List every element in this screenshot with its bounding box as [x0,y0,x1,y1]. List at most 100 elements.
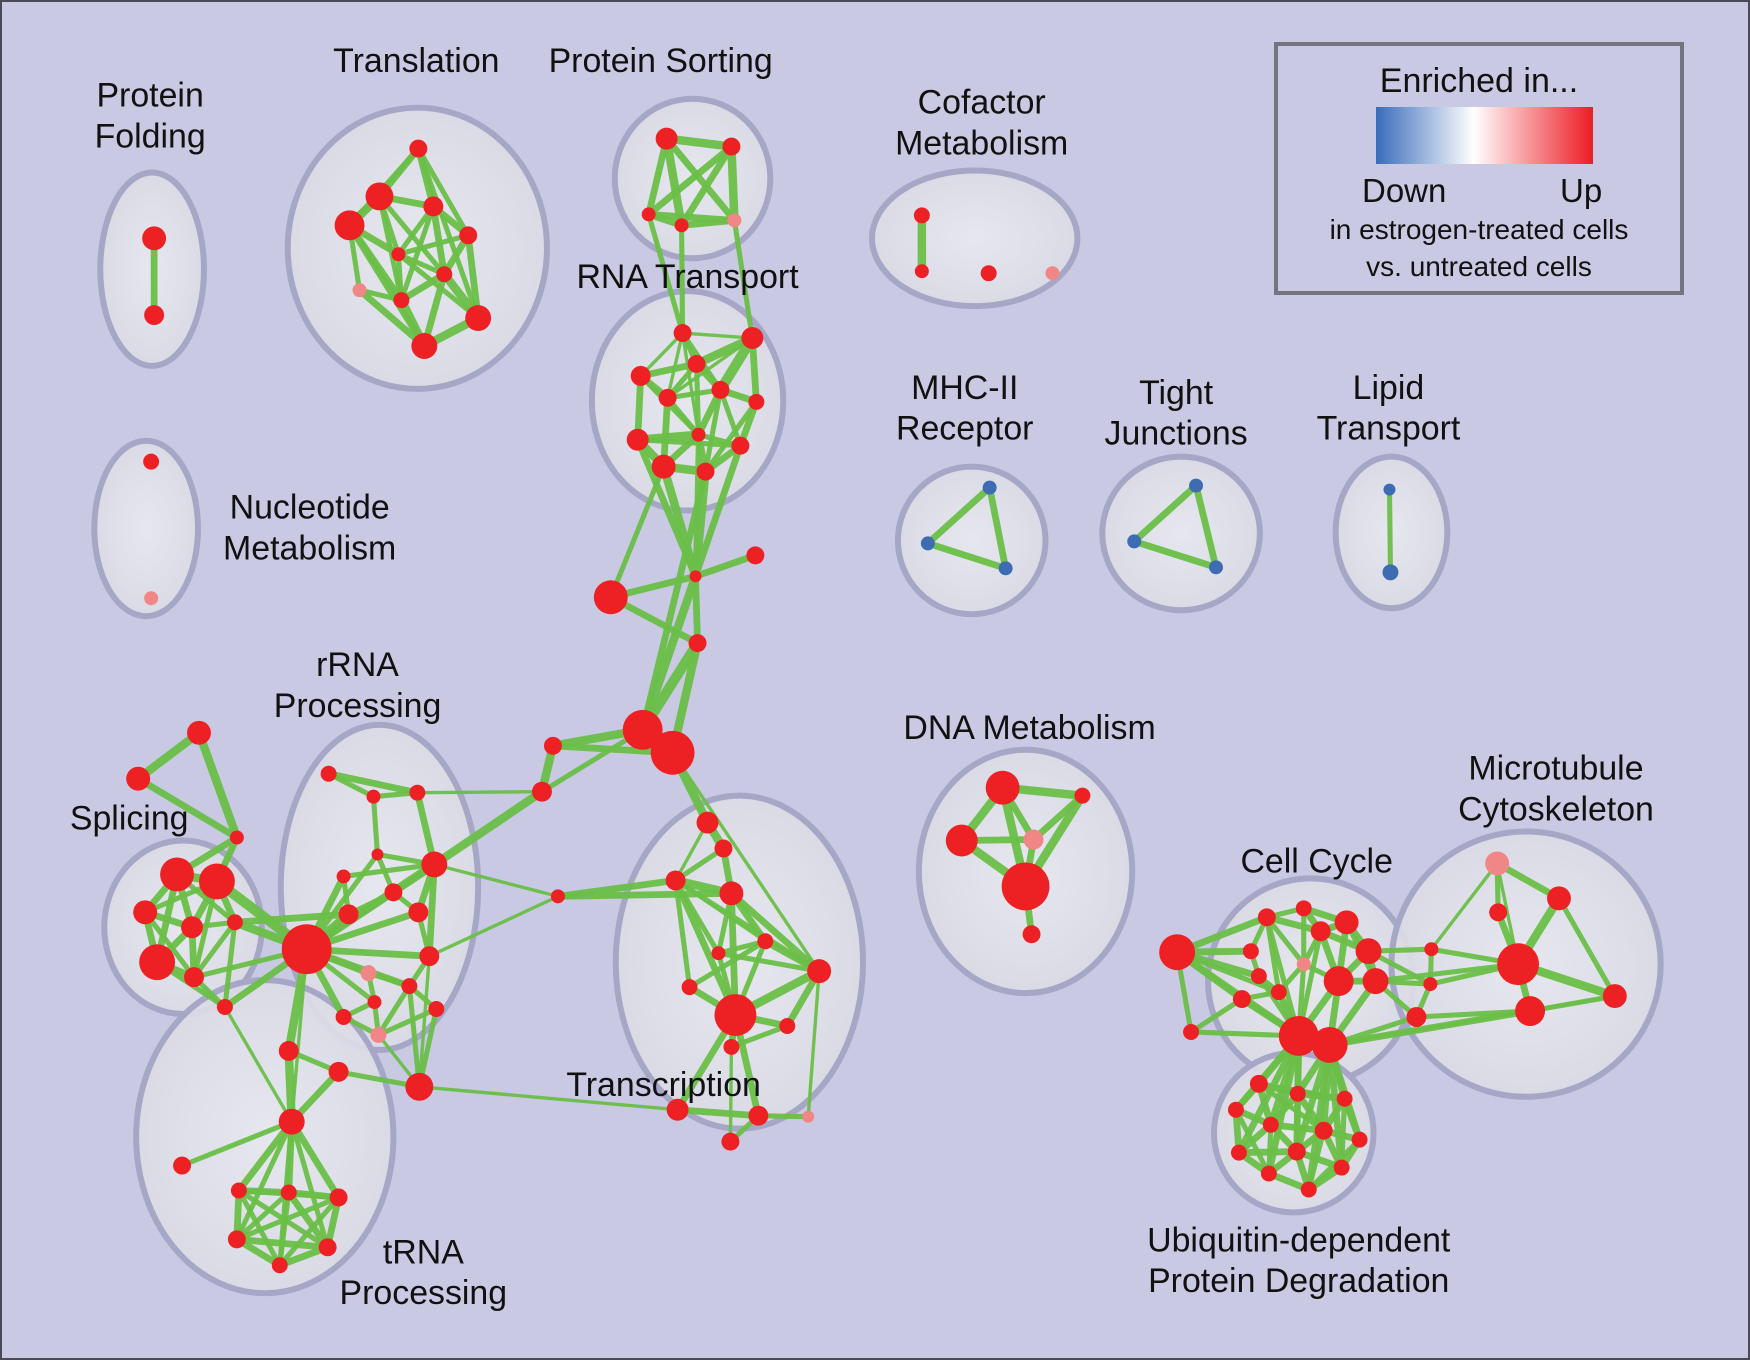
cell-cycle-node [1270,984,1287,1001]
legend-down-label: Down [1362,172,1447,209]
protein-sorting-to-rna-transport-edge [679,222,686,336]
legend-up-label: Up [1560,172,1603,209]
translation-node [352,283,367,298]
translation-edge [376,193,447,277]
rrna-processing-node [421,851,448,878]
transcription-edge [728,1045,734,1144]
rrna-processing-edge [406,983,422,1090]
rna-transport-node [696,462,715,481]
rna-transport-node [687,354,706,373]
rrna-processing-edge [375,983,412,1038]
transcription-node [719,881,744,906]
translation-edge [464,231,482,322]
cluster-protein-folding-label: Folding [95,118,206,156]
cluster-nucleotide-metabolism [91,437,201,620]
rna-transport-node [630,365,651,386]
cell-cycle-node [1355,938,1382,965]
rna-transport-edge [702,399,759,475]
translation-edge [395,232,471,257]
dna-metabolism-node [1074,787,1091,804]
cell-cycle-node [1362,968,1389,995]
cell-cycle-node [1257,908,1276,927]
translation-edge [356,286,428,350]
cluster-nucleotide-metabolism-label: Metabolism [223,529,396,567]
translation-node [409,139,428,158]
legend-title: Enriched in... [1379,62,1579,100]
rrna-processing-node [419,946,440,967]
nucleotide-metabolism-node [143,453,160,470]
transcription-node [714,994,757,1036]
translation-node [423,196,444,217]
protein-sorting-edge [662,134,686,230]
translation-node [436,266,453,283]
central-hub-node [622,709,663,750]
protein-sorting-edge [727,142,739,225]
ubiquitin-degradation-node [1230,1144,1247,1161]
tight-junctions-edge [1130,482,1200,545]
transcription-edge [715,950,822,974]
rrna-processing-node [366,789,381,804]
cluster-tight-junctions-label: Junctions [1105,415,1248,453]
rna-transport-node [691,427,706,442]
transcription-edge [687,938,768,990]
splicing-node [184,967,204,988]
transcription-node [714,839,733,858]
central-hub-edge [692,551,759,580]
rrna-processing-node [384,883,403,902]
trna-processing-node [329,1188,348,1207]
mhc-ii-receptor-edge [924,484,994,547]
transcription-node [721,1132,740,1151]
central-hub-node [689,570,702,583]
cell-cycle-node [1250,968,1267,985]
microtubule-cytoskeleton-node [1485,851,1510,876]
trna-processing-node [278,1108,305,1135]
cell-cycle-node [1424,942,1439,957]
cell-cycle-to-microtubule-cytoskeleton-edge [1327,994,1617,1047]
rrna-processing-to-central-hub-edge [427,894,560,958]
transcription-node [681,979,698,996]
rrna-processing-node [405,1072,434,1101]
tight-junctions-node [1127,534,1142,549]
translation-edge [415,146,471,238]
translation-node [459,226,478,245]
cluster-rrna-processing-label: Processing [274,687,442,725]
protein-sorting-node [641,207,656,222]
rna-transport-edge [665,336,755,400]
transcription-node [711,946,726,961]
splicing-node [139,944,176,981]
translation-node [391,247,406,262]
legend-subtitle-line2: vs. untreated cells [1366,251,1592,282]
cluster-trna-processing [133,977,397,1297]
dna-metabolism-node [985,770,1020,805]
rrna-processing-node [328,1061,349,1082]
ubiquitin-degradation-node [1260,1165,1277,1182]
protein-sorting-node [655,127,678,150]
rna-transport-node [711,380,730,399]
rna-transport-edge [702,387,723,475]
protein-sorting-node [727,213,742,228]
splicing-node [160,857,195,892]
microtubule-cytoskeleton-edge [1556,895,1618,999]
transcription-node [696,811,719,834]
ubiquitin-degradation-node [1289,1085,1306,1102]
trna-processing-edge [233,1235,332,1251]
central-hub-node [688,634,707,653]
cluster-translation-label: Translation [333,42,499,80]
ubiquitin-degradation-edge [1306,1137,1363,1193]
rrna-processing-node [360,965,377,982]
rrna-processing-node [428,1001,445,1018]
trna-processing-edge [288,1118,342,1201]
cell-cycle-edge [1174,949,1282,995]
transcription-edge [728,1023,790,1050]
splicing-edge [191,919,238,980]
rrna-processing-node [367,995,382,1010]
central-hub-to-rrna-processing-edge [430,787,547,869]
ubiquitin-degradation-node [1287,1142,1306,1161]
trna-processing-node [271,1257,288,1274]
rrna-processing-edge [370,794,381,858]
cluster-tight-junctions-label: Tight [1139,374,1214,412]
rrna-processing-edge [417,954,432,1089]
cluster-cell-cycle-label: Cell Cycle [1240,842,1392,880]
trna-processing-edge [234,1189,292,1242]
